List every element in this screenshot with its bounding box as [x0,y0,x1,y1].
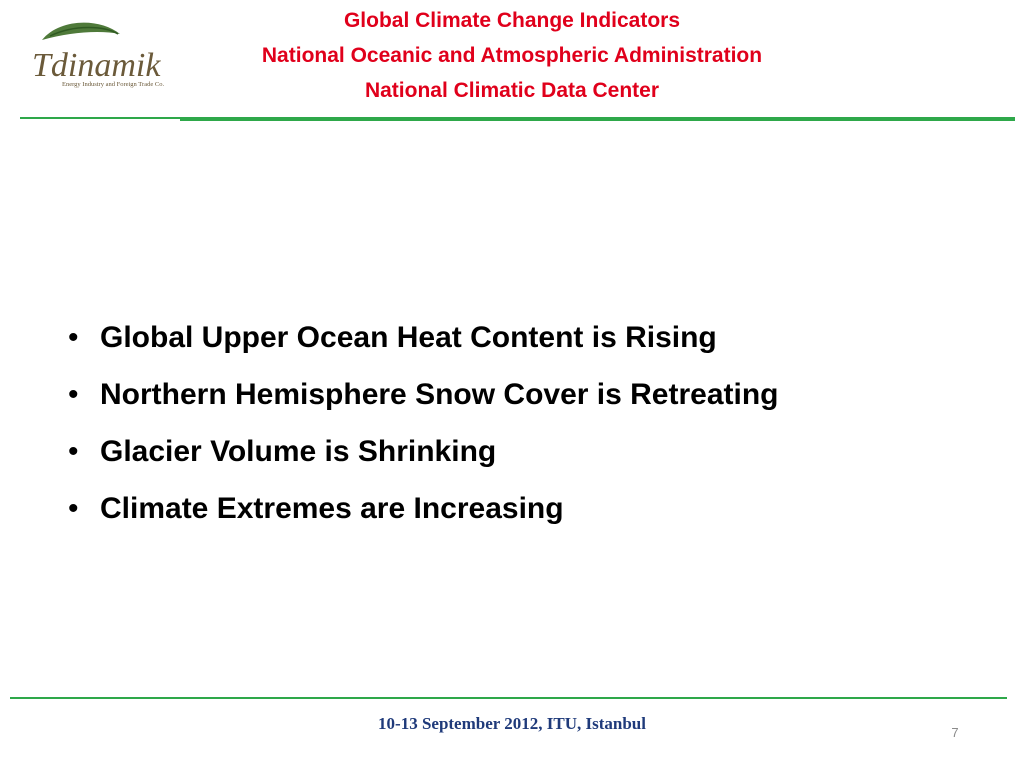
bullet-dot: • [68,492,79,525]
footer-text: 10-13 September 2012, ITU, Istanbul [378,714,646,733]
bullet-text: Glacier Volume is Shrinking [100,435,497,468]
bullet-dot: • [68,321,79,354]
bullet-text: Northern Hemisphere Snow Cover is Retrea… [100,378,779,411]
bullet-dot: • [68,378,79,411]
header-rule [180,117,1015,121]
title-line: Global Climate Change Indicators [343,9,681,32]
bullet-text: Climate Extremes are Increasing [100,492,564,525]
logo: Tdinamik Energy Industry and Foreign Tra… [32,22,164,88]
title-line: National Climatic Data Center [364,79,660,102]
header-rule [20,117,180,119]
logo-name: Tdinamik [32,47,161,84]
logo-leaf [42,22,120,40]
bullet-dot: • [68,435,79,468]
page-number: 7 [951,725,959,740]
footer-rule [10,697,1007,699]
logo-tagline: Energy Industry and Foreign Trade Co. [62,81,164,88]
bullet-text: Global Upper Ocean Heat Content is Risin… [100,321,717,354]
title-line: National Oceanic and Atmospheric Adminis… [261,44,763,67]
